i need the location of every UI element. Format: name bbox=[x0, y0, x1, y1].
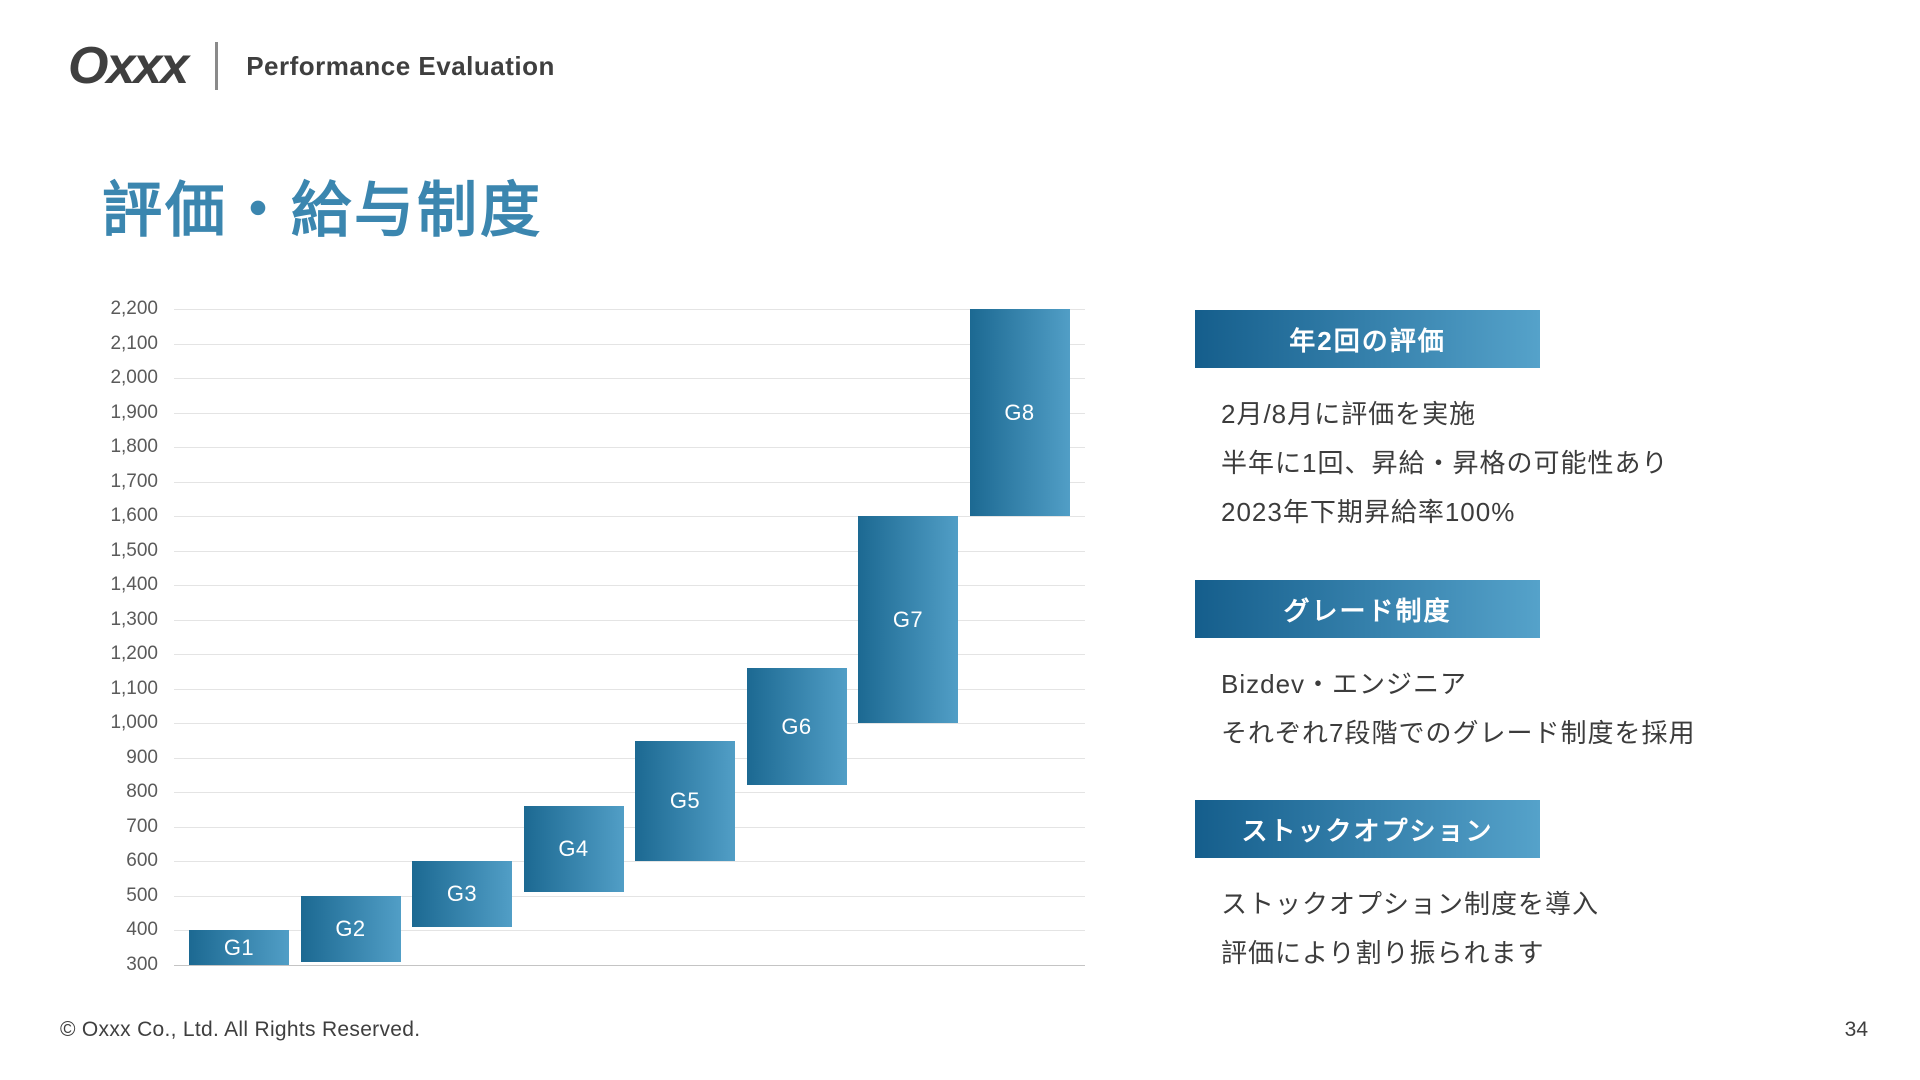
y-tick-label-900: 900 bbox=[126, 746, 158, 768]
y-tick-label-1200: 1,200 bbox=[110, 643, 158, 665]
grade-bar-label: G4 bbox=[558, 836, 589, 862]
grade-bar-G3: G3 bbox=[412, 861, 512, 927]
y-tick-label-1900: 1,900 bbox=[110, 401, 158, 423]
y-tick-label-500: 500 bbox=[126, 884, 158, 906]
header-divider bbox=[215, 42, 219, 90]
section-grade-system: グレード制度 Bizdev・エンジニア それぞれ7段階でのグレード制度を採用 bbox=[1195, 580, 1695, 758]
gridline-1100 bbox=[174, 688, 1085, 690]
gridline-500 bbox=[174, 895, 1085, 897]
section-line: 評価により割り振られます bbox=[1221, 938, 1545, 968]
y-tick-label-2000: 2,000 bbox=[110, 367, 158, 389]
grade-bar-label: G8 bbox=[1004, 399, 1035, 425]
grade-bar-G1: G1 bbox=[189, 930, 289, 965]
page-title: 評価・給与制度 bbox=[102, 177, 543, 244]
chart-plot: 300 400 500 600 700 800 900 1,000 1,100 1,200 1,30… bbox=[110, 298, 1085, 975]
y-tick-label-1500: 1,500 bbox=[110, 539, 158, 561]
y-tick-label-1800: 1,800 bbox=[110, 436, 158, 458]
gridline-1300 bbox=[174, 619, 1085, 621]
section-badge-grade-system: グレード制度 bbox=[1195, 580, 1540, 638]
y-tick-label-1000: 1,000 bbox=[110, 712, 158, 734]
gridline-400 bbox=[174, 930, 1085, 932]
grade-bar-G7: G7 bbox=[858, 516, 958, 724]
grade-bar-label: G3 bbox=[446, 881, 478, 907]
gridline-1700 bbox=[174, 481, 1085, 483]
header-subtitle: Performance Evaluation bbox=[246, 50, 555, 81]
company-logo: Oxxx bbox=[68, 37, 189, 95]
y-tick-label-600: 600 bbox=[126, 850, 158, 872]
grade-bar-G8: G8 bbox=[969, 309, 1070, 517]
y-tick-label-1700: 1,700 bbox=[110, 470, 158, 492]
gridline-2200 bbox=[174, 309, 1085, 310]
gridline-900 bbox=[174, 757, 1085, 759]
grade-bar-G4: G4 bbox=[523, 806, 624, 893]
grade-salary-chart: 300 400 500 600 700 800 900 1,000 1,100 1,200 1,30… bbox=[110, 298, 1085, 975]
gridline-1900 bbox=[174, 412, 1085, 414]
y-tick-label-700: 700 bbox=[126, 815, 158, 837]
section-line: ストックオプション制度を導入 bbox=[1221, 889, 1600, 919]
gridline-2100 bbox=[174, 343, 1085, 345]
section-stock-option: ストックオプション ストックオプション制度を導入 評価により割り振られます bbox=[1195, 800, 1599, 978]
y-tick-label-1100: 1,100 bbox=[110, 677, 158, 699]
section-line: Bizdev・エンジニア bbox=[1221, 669, 1468, 699]
section-line: 半年に1回、昇給・昇格の可能性あり bbox=[1221, 448, 1669, 478]
gridline-2000 bbox=[174, 378, 1085, 380]
y-tick-label-1300: 1,300 bbox=[110, 608, 158, 630]
grade-bar-G6: G6 bbox=[746, 668, 847, 786]
gridline-600 bbox=[174, 861, 1085, 863]
gridline-800 bbox=[174, 792, 1085, 794]
section-lines-grade-system: Bizdev・エンジニア それぞれ7段階でのグレード制度を採用 bbox=[1195, 660, 1695, 758]
grade-bar-G2: G2 bbox=[300, 895, 401, 962]
grade-bar-label: G6 bbox=[781, 713, 812, 739]
section-lines-evaluation: 2月/8月に評価を実施 半年に1回、昇給・昇格の可能性あり 2023年下期昇給率… bbox=[1195, 390, 1668, 537]
grade-bar-label: G1 bbox=[223, 934, 255, 960]
footer-page-number: 34 bbox=[1844, 1018, 1868, 1041]
gridline-1600 bbox=[174, 516, 1085, 518]
section-badge-stock-option: ストックオプション bbox=[1195, 800, 1540, 858]
gridline-1000 bbox=[174, 723, 1085, 725]
y-tick-label-2100: 2,100 bbox=[110, 332, 158, 354]
section-badge-evaluation: 年2回の評価 bbox=[1195, 310, 1540, 368]
section-lines-stock-option: ストックオプション制度を導入 評価により割り振られます bbox=[1195, 880, 1599, 978]
gridline-1200 bbox=[174, 654, 1085, 656]
section-line: 2月/8月に評価を実施 bbox=[1221, 399, 1477, 429]
gridline-1500 bbox=[174, 550, 1085, 552]
y-tick-label-300: 300 bbox=[126, 954, 158, 975]
grade-bar-label: G5 bbox=[669, 787, 701, 813]
footer-copyright: © Oxxx Co., Ltd. All Rights Reserved. bbox=[60, 1018, 421, 1041]
y-tick-label-400: 400 bbox=[126, 919, 158, 941]
grade-bar-G5: G5 bbox=[635, 740, 735, 862]
y-tick-label-1600: 1,600 bbox=[110, 505, 158, 527]
gridline-300 bbox=[174, 965, 1085, 966]
gridline-1800 bbox=[174, 447, 1085, 449]
y-tick-label-800: 800 bbox=[126, 781, 158, 803]
gridline-1400 bbox=[174, 585, 1085, 587]
grade-bar-label: G2 bbox=[335, 915, 366, 941]
y-tick-label-2200: 2,200 bbox=[110, 298, 158, 319]
gridline-700 bbox=[174, 826, 1085, 828]
section-line: それぞれ7段階でのグレード制度を採用 bbox=[1221, 718, 1696, 748]
section-evaluation: 年2回の評価 2月/8月に評価を実施 半年に1回、昇給・昇格の可能性あり 202… bbox=[1195, 310, 1668, 537]
y-tick-label-1400: 1,400 bbox=[110, 574, 158, 596]
header: Oxxx Performance Evaluation bbox=[68, 36, 555, 96]
grade-bar-label: G7 bbox=[892, 606, 924, 632]
section-line: 2023年下期昇給率100% bbox=[1221, 497, 1516, 527]
